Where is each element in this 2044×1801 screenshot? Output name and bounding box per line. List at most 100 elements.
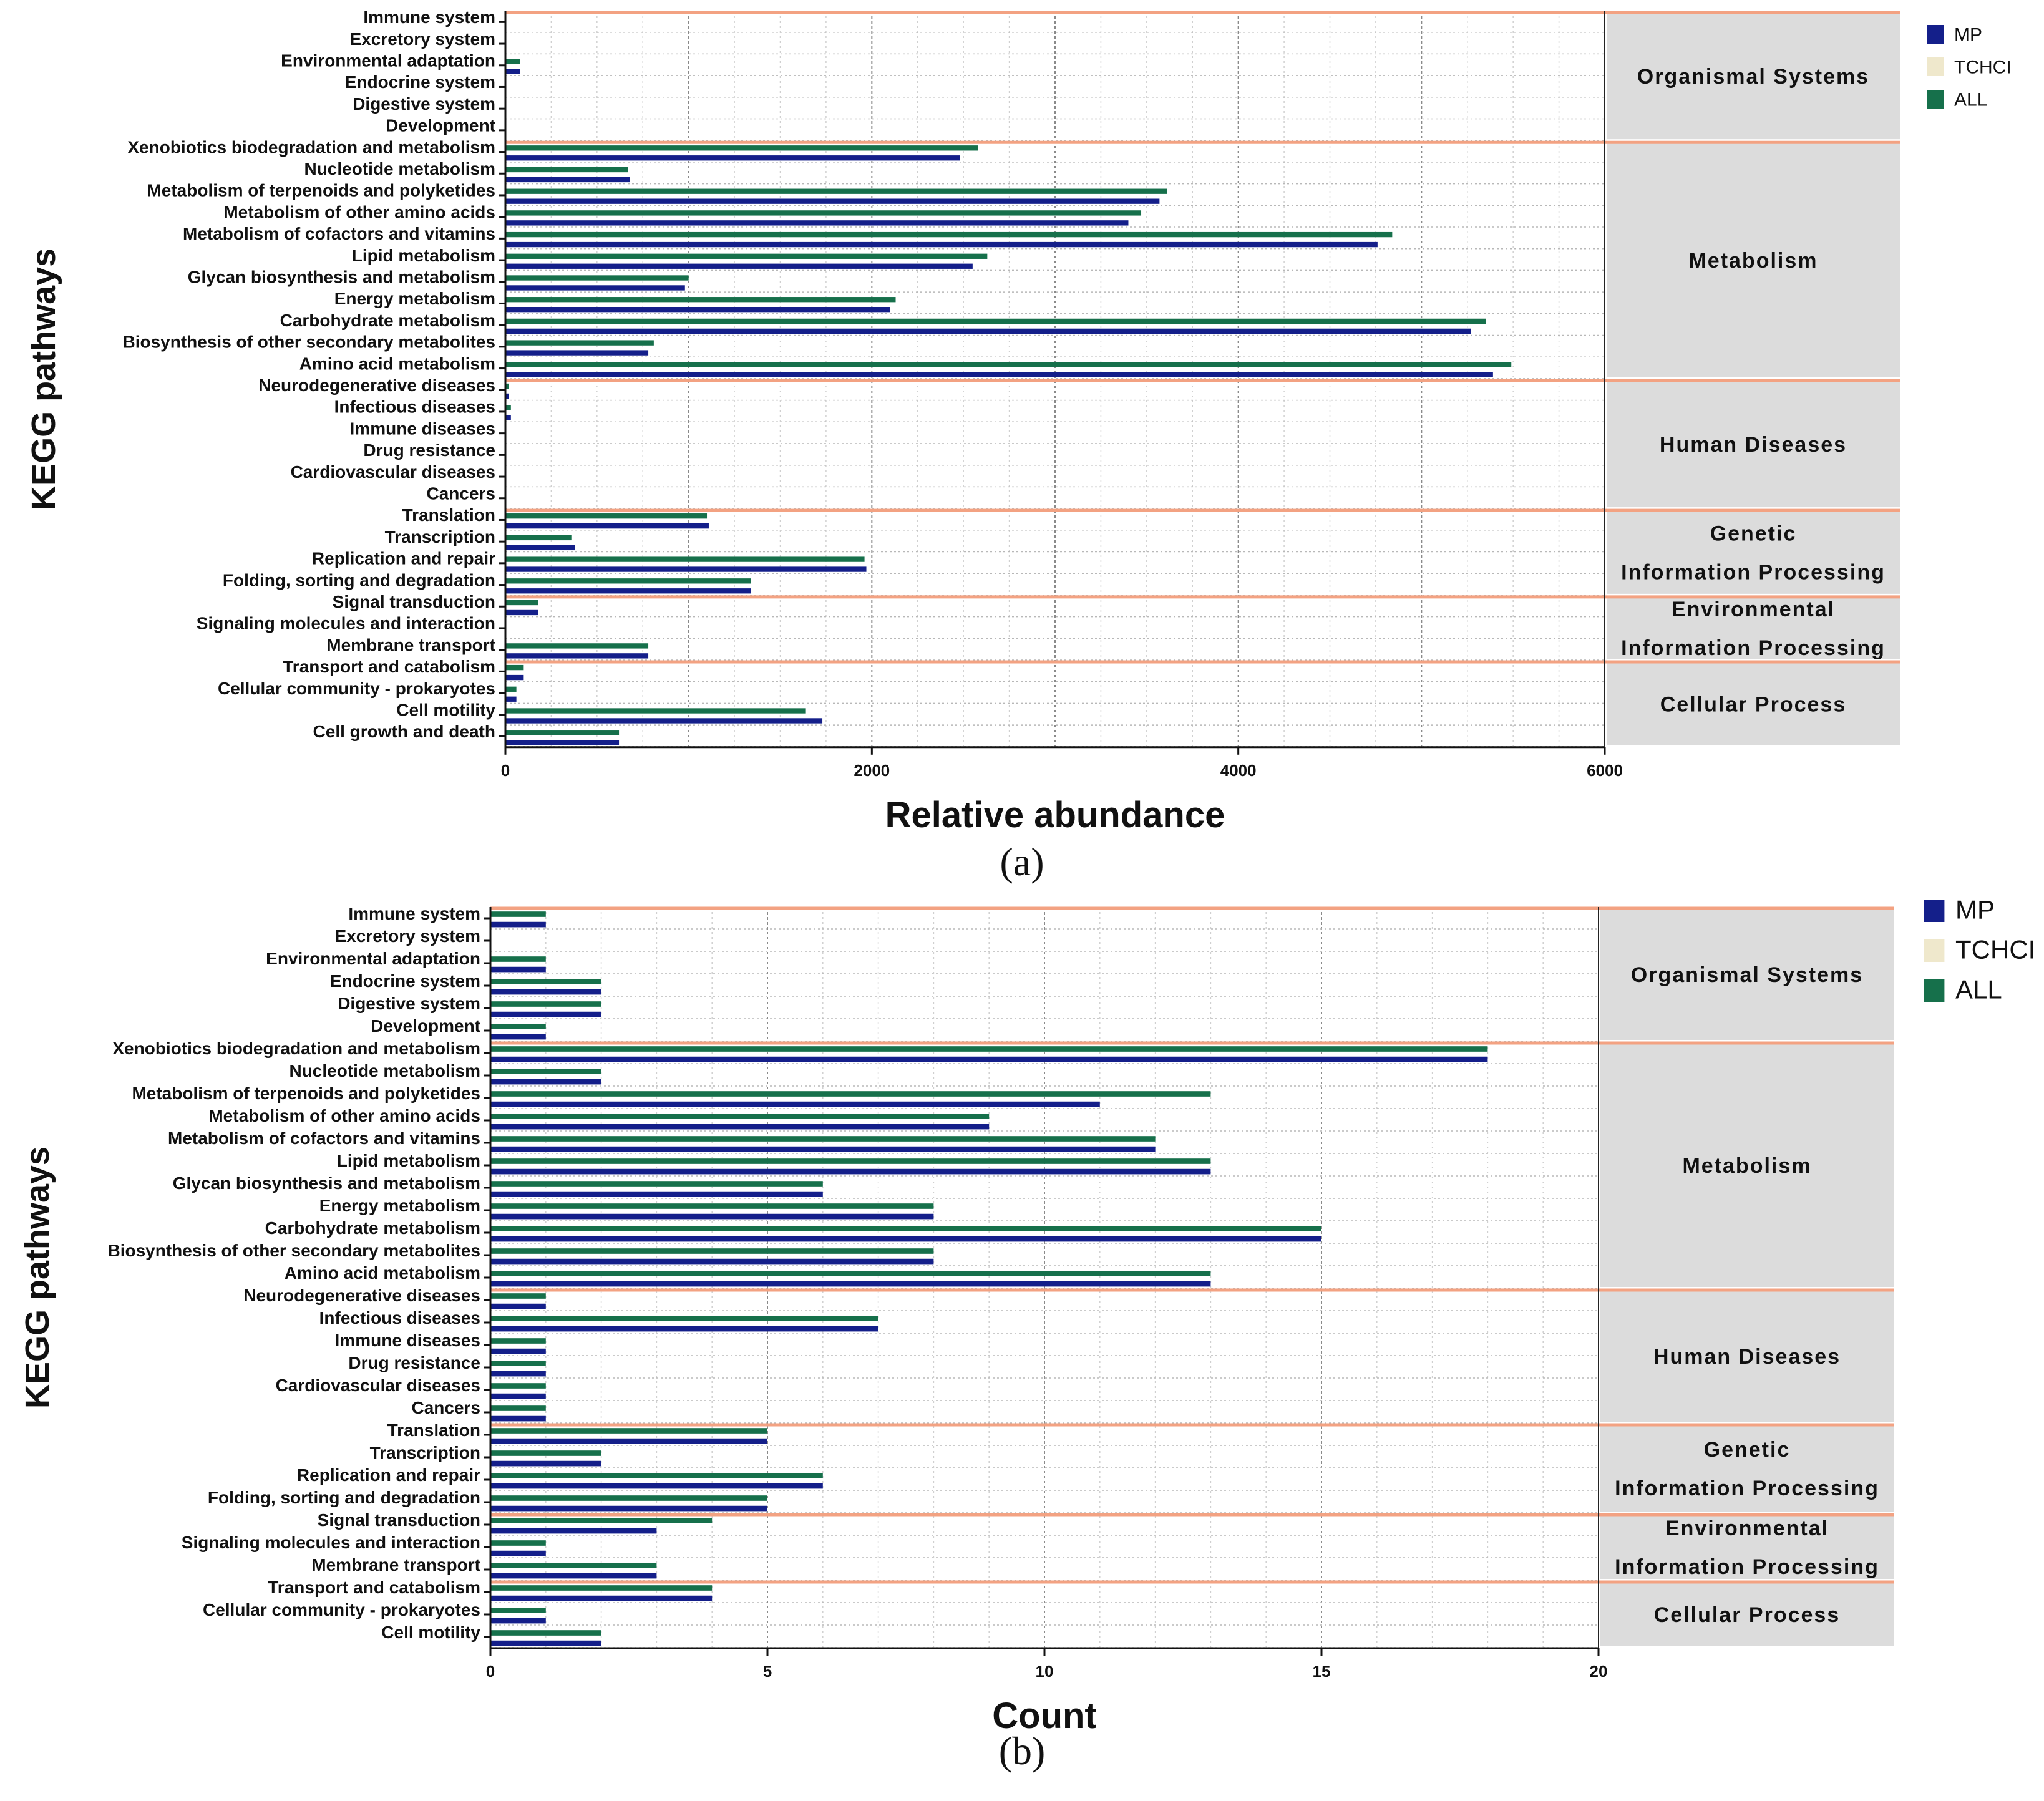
legend-label-all: ALL <box>1954 90 1987 110</box>
y-axis-label: KEGG pathways <box>19 1147 56 1409</box>
category-label-development: Development <box>371 1016 480 1036</box>
bar-all-membrane-transport <box>505 643 649 649</box>
bar-all-cardiovascular-diseases <box>490 1383 546 1389</box>
group-band-human-diseases <box>1607 381 1900 508</box>
bar-mp-neurodegenerative-diseases <box>505 393 509 399</box>
legend-label-tchci: TCHCI <box>1955 935 2035 964</box>
bar-all-cell-motility <box>490 1630 601 1636</box>
group-band-metabolism <box>1607 143 1900 377</box>
category-label-translation: Translation <box>387 1420 480 1440</box>
legend-swatch-tchci <box>1927 57 1944 76</box>
bar-mp-cell-growth-and-death <box>505 740 620 745</box>
bar-mp-amino-acid-metabolism <box>490 1281 1211 1287</box>
category-label-lipid-metabolism: Lipid metabolism <box>337 1151 480 1170</box>
bar-mp-development <box>490 1034 546 1040</box>
bar-mp-nucleotide-metabolism <box>490 1079 601 1085</box>
bar-all-transcription <box>490 1450 601 1456</box>
bar-mp-folding-sorting-and-degradation <box>505 588 751 594</box>
bar-all-amino-acid-metabolism <box>505 362 1512 367</box>
category-label-drug-resistance: Drug resistance <box>348 1353 480 1372</box>
bar-mp-nucleotide-metabolism <box>505 177 630 183</box>
category-label-signal-transduction: Signal transduction <box>333 592 495 611</box>
category-label-metabolism-of-cofactors-and-vitamins: Metabolism of cofactors and vitamins <box>183 224 495 243</box>
bar-all-metabolism-of-other-amino-acids <box>490 1114 990 1119</box>
group-label-genetic-information-processing: Information Processing <box>1621 561 1886 585</box>
legend-swatch-all <box>1927 90 1944 109</box>
bar-mp-drug-resistance <box>490 1371 546 1377</box>
bar-all-energy-metabolism <box>505 297 896 303</box>
group-band-environmental-information-processing <box>1607 597 1900 659</box>
bar-mp-membrane-transport <box>490 1573 657 1579</box>
bar-mp-translation <box>505 523 709 529</box>
bar-mp-infectious-diseases <box>505 415 511 420</box>
bar-all-transport-and-catabolism <box>505 664 524 671</box>
category-label-cellular-community-prokaryotes: Cellular community - prokaryotes <box>203 1600 480 1619</box>
legend-label-mp: MP <box>1955 895 1995 925</box>
bar-mp-environmental-adaptation <box>505 69 520 74</box>
group-label-metabolism: Metabolism <box>1688 249 1818 273</box>
category-label-biosynthesis-of-other-secondary-metabolites: Biosynthesis of other secondary metaboli… <box>108 1241 481 1260</box>
bar-all-infectious-diseases <box>490 1316 878 1321</box>
category-label-carbohydrate-metabolism: Carbohydrate metabolism <box>280 311 495 330</box>
category-label-endocrine-system: Endocrine system <box>330 971 480 991</box>
bar-mp-glycan-biosynthesis-and-metabolism <box>490 1191 823 1197</box>
bar-all-folding-sorting-and-degradation <box>505 578 751 584</box>
bar-all-signal-transduction <box>490 1518 713 1523</box>
category-label-glycan-biosynthesis-and-metabolism: Glycan biosynthesis and metabolism <box>188 267 495 286</box>
bar-all-cell-growth-and-death <box>505 730 620 735</box>
group-band-organismal-systems <box>1600 909 1894 1040</box>
group-band-cellular-process <box>1607 663 1900 745</box>
group-label-genetic-information-processing: Genetic <box>1704 1438 1791 1462</box>
category-label-metabolism-of-other-amino-acids: Metabolism of other amino acids <box>208 1106 480 1125</box>
bar-all-cell-motility <box>505 708 806 714</box>
bar-mp-transcription <box>490 1460 601 1467</box>
x-tick-label: 20 <box>1590 1662 1608 1681</box>
category-label-infectious-diseases: Infectious diseases <box>319 1308 480 1328</box>
bar-mp-membrane-transport <box>505 653 649 659</box>
group-label-cellular-process: Cellular Process <box>1660 692 1846 716</box>
category-label-digestive-system: Digestive system <box>353 94 495 114</box>
x-tick-label: 0 <box>501 761 510 780</box>
bar-all-metabolism-of-terpenoids-and-polyketides <box>490 1091 1211 1097</box>
legend-label-all: ALL <box>1955 975 2002 1004</box>
bar-mp-signaling-molecules-and-interaction <box>490 1550 546 1556</box>
bar-all-transport-and-catabolism <box>490 1585 713 1591</box>
category-label-cell-growth-and-death: Cell growth and death <box>313 722 495 741</box>
bar-mp-carbohydrate-metabolism <box>490 1236 1321 1242</box>
bar-mp-immune-system <box>490 921 546 928</box>
bar-mp-cellular-community-prokaryotes <box>490 1618 546 1624</box>
bar-all-signaling-molecules-and-interaction <box>490 1540 546 1546</box>
bar-all-energy-metabolism <box>490 1203 934 1209</box>
category-label-biosynthesis-of-other-secondary-metabolites: Biosynthesis of other secondary metaboli… <box>123 333 496 352</box>
group-band-environmental-information-processing <box>1600 1515 1894 1579</box>
bar-all-nucleotide-metabolism <box>505 167 628 173</box>
bar-all-carbohydrate-metabolism <box>505 318 1486 324</box>
bar-mp-endocrine-system <box>490 989 601 995</box>
x-tick-label: 4000 <box>1220 761 1257 780</box>
category-label-carbohydrate-metabolism: Carbohydrate metabolism <box>265 1218 480 1238</box>
bar-all-translation <box>490 1428 767 1434</box>
category-label-drug-resistance: Drug resistance <box>363 440 495 460</box>
category-label-membrane-transport: Membrane transport <box>311 1555 480 1575</box>
bar-all-folding-sorting-and-degradation <box>490 1495 767 1501</box>
bar-all-glycan-biosynthesis-and-metabolism <box>490 1181 823 1187</box>
bar-mp-amino-acid-metabolism <box>505 372 1493 377</box>
group-band-cellular-process <box>1600 1583 1894 1646</box>
category-label-environmental-adaptation: Environmental adaptation <box>281 51 495 70</box>
x-tick-label: 10 <box>1036 1662 1054 1681</box>
bar-mp-signal-transduction <box>505 609 538 616</box>
bar-mp-translation <box>490 1438 767 1444</box>
x-tick-label: 6000 <box>1587 761 1623 780</box>
category-label-xenobiotics-biodegradation-and-metabolism: Xenobiotics biodegradation and metabolis… <box>112 1039 480 1058</box>
category-label-digestive-system: Digestive system <box>338 994 480 1013</box>
group-label-human-diseases: Human Diseases <box>1660 433 1847 457</box>
category-label-transcription: Transcription <box>370 1443 480 1462</box>
group-band-organismal-systems <box>1607 13 1900 140</box>
bar-mp-glycan-biosynthesis-and-metabolism <box>505 285 685 291</box>
bar-all-biosynthesis-of-other-secondary-metabolites <box>490 1248 934 1254</box>
group-label-environmental-information-processing: Environmental <box>1665 1517 1829 1540</box>
category-label-replication-and-repair: Replication and repair <box>297 1465 480 1485</box>
category-label-excretory-system: Excretory system <box>335 926 480 946</box>
category-label-metabolism-of-terpenoids-and-polyketides: Metabolism of terpenoids and polyketides <box>132 1084 480 1103</box>
group-label-metabolism: Metabolism <box>1682 1154 1811 1178</box>
